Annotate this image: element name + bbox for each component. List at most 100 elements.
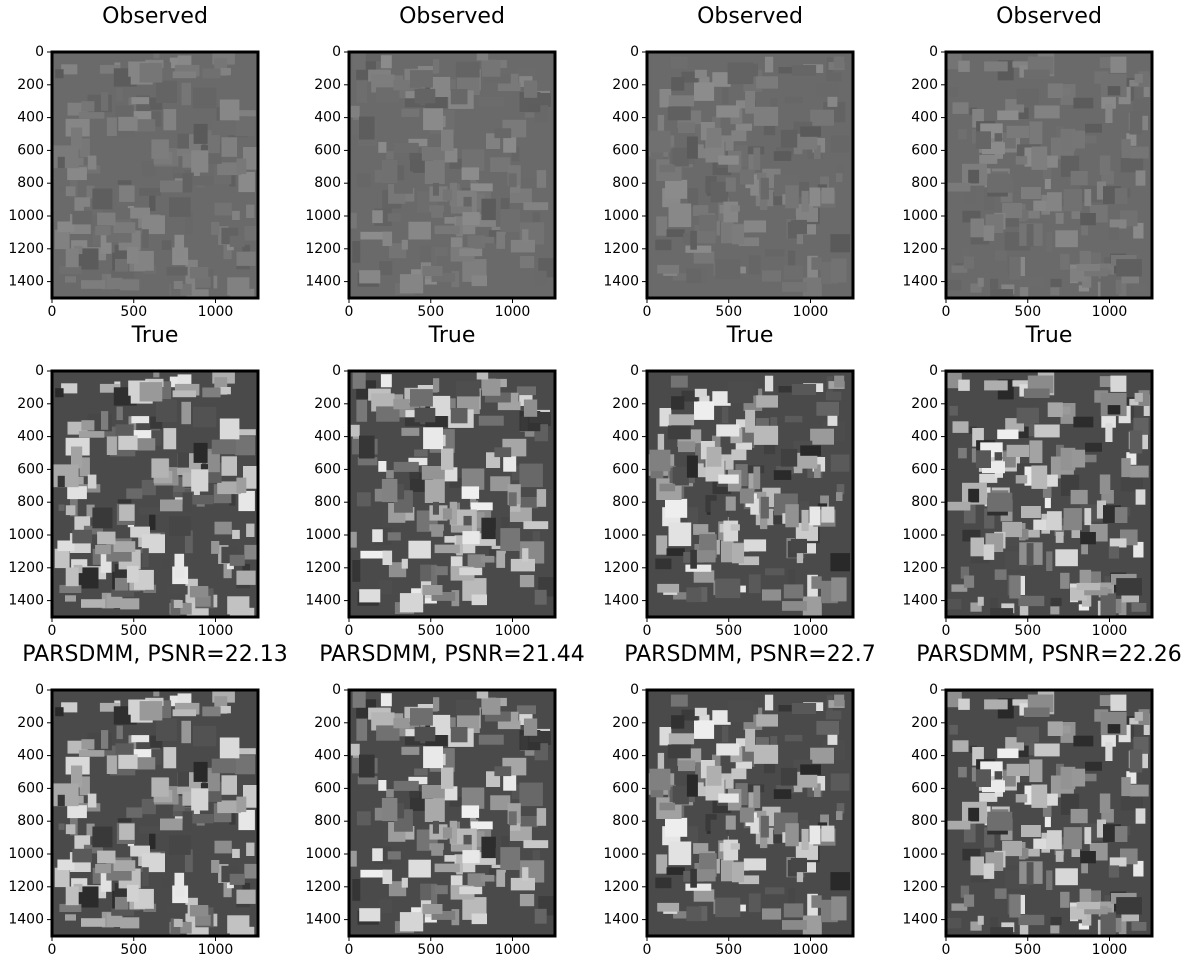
image-texture [219,706,231,714]
image-texture [1073,97,1094,109]
image-texture [1121,777,1131,797]
image-texture [739,807,754,823]
image-texture [401,239,408,250]
y-tick-label: 1000 [8,527,44,543]
image-texture [246,204,255,218]
image-texture [968,488,980,503]
image-texture [352,372,366,389]
image-texture [693,205,709,216]
image-texture [174,553,185,578]
image-texture [350,105,360,118]
image-texture [532,212,541,227]
image-texture [666,867,685,875]
image-texture [169,516,191,536]
image-texture [694,863,702,874]
image-texture [739,465,765,474]
image-texture [780,767,798,786]
image-texture [1078,604,1090,611]
image-texture [825,710,842,720]
y-tick-label: 1000 [902,527,938,543]
image-texture [1046,551,1053,571]
image-texture [748,574,761,594]
image-texture [672,466,689,486]
image-texture [1002,521,1022,538]
image-texture [380,693,392,707]
image-texture [1060,253,1070,270]
image-texture [1099,155,1111,175]
image-texture [211,439,236,455]
image-texture [139,63,163,83]
image-texture [756,395,778,408]
image-texture [1107,724,1121,734]
image-texture [459,886,483,895]
image-texture [1016,407,1039,424]
image-texture [694,720,715,739]
image-texture [394,803,405,819]
image-texture [382,231,393,246]
image-texture [516,386,536,396]
image-texture [975,450,991,468]
image-texture [1019,914,1029,936]
image-texture [116,406,123,421]
image-texture [1033,200,1047,211]
axes-frame [347,369,557,619]
image-texture [802,596,822,616]
image-texture [160,499,183,512]
image-texture [681,71,698,83]
y-tick-label: 200 [17,396,44,412]
image-texture [433,59,440,73]
image-texture [449,501,457,525]
image-texture [710,181,728,203]
image-texture [960,885,970,898]
image-texture [671,396,685,410]
image-texture [1044,497,1051,509]
image-texture [134,757,156,770]
image-texture [1129,430,1143,454]
image-texture [800,764,821,775]
image-texture [431,524,444,537]
x-tick-label: 0 [48,623,57,639]
image-texture [106,436,117,455]
image-texture [990,927,1014,936]
image-texture [442,189,452,201]
image-texture [65,505,76,516]
image-texture [694,225,702,236]
image-texture [1023,707,1050,717]
image-texture [65,914,76,921]
image-texture [1129,784,1149,797]
image-texture [1079,888,1092,907]
image-texture [836,484,845,495]
image-texture [462,212,480,226]
image-texture [444,855,462,862]
image-texture [718,793,739,803]
image-texture [731,130,747,142]
image-texture [968,807,980,822]
image-texture [984,189,995,210]
image-texture [1096,500,1106,519]
y-tick-label: 1200 [902,241,938,257]
image-texture [830,773,850,791]
image-texture [1024,423,1035,437]
image-texture [1050,278,1062,287]
image-texture [1024,848,1040,857]
image-texture [350,850,357,867]
image-texture [53,783,79,807]
image-texture [445,398,456,414]
image-texture [743,858,767,871]
image-texture [405,91,419,99]
image-texture [693,524,709,535]
image-texture [665,179,688,199]
image-texture [169,835,191,855]
y-tick-label: 1400 [305,593,341,609]
image-texture [202,706,221,717]
image-texture [72,848,92,863]
y-tick-label: 1200 [902,879,938,895]
image-texture [732,862,745,883]
image-texture [668,95,695,107]
image-texture [424,479,445,503]
image-texture [191,150,209,173]
image-texture [81,101,95,112]
image-texture [174,234,185,259]
image-texture [970,218,984,239]
image-texture [830,553,850,572]
